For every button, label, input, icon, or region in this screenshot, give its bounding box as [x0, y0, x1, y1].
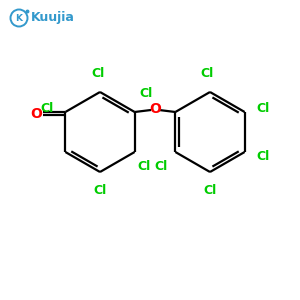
Text: O: O [30, 106, 42, 121]
Text: Cl: Cl [140, 87, 153, 100]
Text: Cl: Cl [154, 160, 167, 173]
Text: Cl: Cl [138, 160, 151, 173]
Text: O: O [149, 102, 161, 116]
Text: Cl: Cl [200, 67, 214, 80]
Text: K: K [16, 14, 22, 23]
Text: Cl: Cl [93, 184, 106, 197]
Text: Cl: Cl [203, 184, 217, 197]
Text: Cl: Cl [92, 67, 105, 80]
Text: Kuujia: Kuujia [31, 11, 75, 25]
Text: Cl: Cl [256, 101, 270, 115]
Text: Cl: Cl [256, 149, 270, 163]
Text: Cl: Cl [40, 101, 53, 115]
